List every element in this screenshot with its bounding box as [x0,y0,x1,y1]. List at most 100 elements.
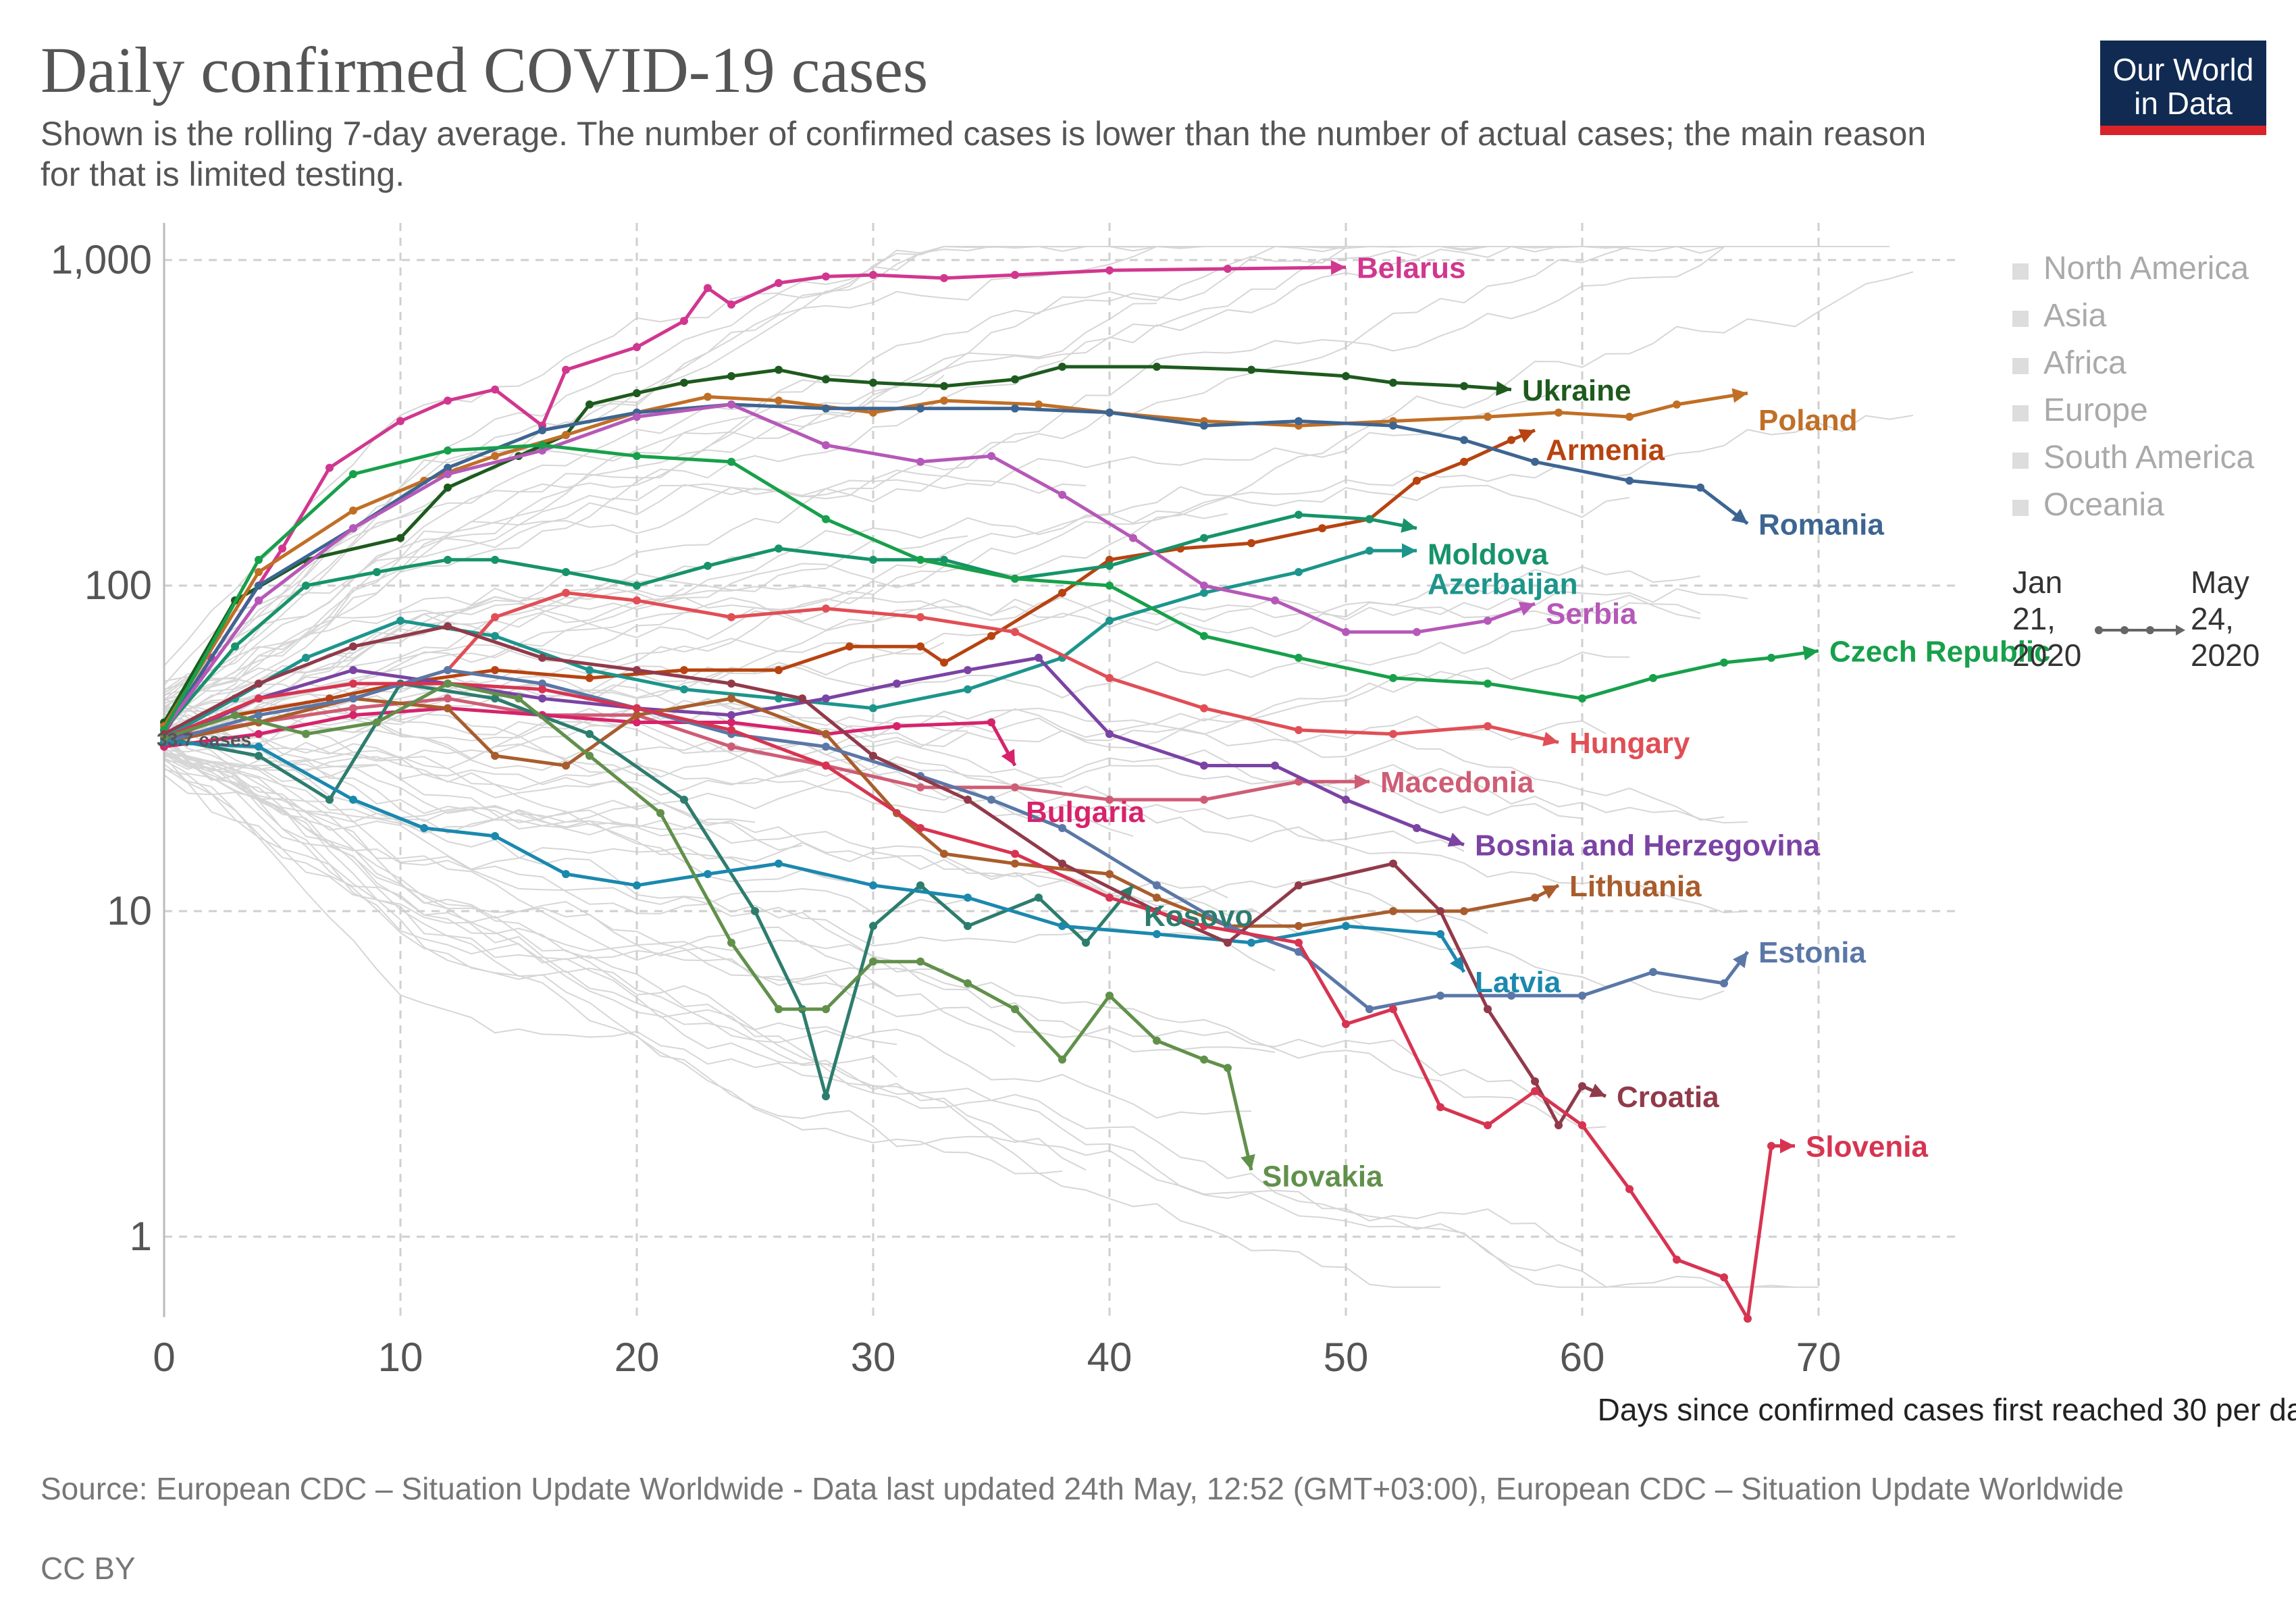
data-point[interactable] [680,378,688,387]
data-point[interactable] [845,642,854,651]
data-point[interactable] [255,742,263,751]
data-point[interactable] [1460,436,1468,444]
data-point[interactable] [1507,436,1515,444]
data-point[interactable] [775,1005,783,1014]
data-point[interactable] [1058,859,1066,868]
data-point[interactable] [775,859,783,868]
data-point[interactable] [893,722,901,731]
data-point[interactable] [444,622,452,631]
data-point[interactable] [491,555,499,564]
data-point[interactable] [255,711,263,719]
data-point[interactable] [1484,722,1492,731]
data-point[interactable] [1696,483,1704,492]
data-point[interactable] [491,385,499,394]
data-point[interactable] [562,761,570,770]
series-label-moldova[interactable]: Moldova [1428,538,1548,571]
series-romania[interactable] [160,400,1749,734]
series-label-slovenia[interactable]: Slovenia [1806,1131,1928,1164]
data-point[interactable] [916,823,924,832]
data-point[interactable] [1105,408,1114,417]
data-point[interactable] [727,300,735,309]
data-point[interactable] [1200,761,1208,770]
data-point[interactable] [349,704,357,713]
data-point[interactable] [255,596,263,605]
data-point[interactable] [444,446,452,455]
series-label-ukraine[interactable]: Ukraine [1522,374,1631,407]
data-point[interactable] [585,666,594,675]
data-point[interactable] [1153,881,1161,890]
data-point[interactable] [727,725,735,734]
data-point[interactable] [349,524,357,533]
data-point[interactable] [1200,795,1208,804]
data-point[interactable] [538,653,546,662]
data-point[interactable] [1105,673,1114,682]
data-point[interactable] [1555,408,1563,417]
data-point[interactable] [940,382,948,390]
data-point[interactable] [751,907,759,915]
data-point[interactable] [373,718,381,727]
data-point[interactable] [1271,596,1279,605]
data-point[interactable] [1389,859,1397,868]
data-point[interactable] [869,922,877,931]
data-point[interactable] [940,274,948,282]
data-point[interactable] [822,1005,830,1014]
data-point[interactable] [1484,1121,1492,1129]
data-point[interactable] [491,694,499,703]
data-point[interactable] [964,894,972,902]
data-point[interactable] [916,783,924,792]
data-point[interactable] [1342,922,1350,931]
data-point[interactable] [727,711,735,719]
data-point[interactable] [1389,1005,1397,1014]
data-point[interactable] [964,685,972,694]
data-point[interactable] [1129,534,1137,542]
data-point[interactable] [916,613,924,621]
data-point[interactable] [1105,795,1114,804]
data-point[interactable] [1389,378,1397,387]
data-point[interactable] [680,666,688,675]
data-point[interactable] [255,694,263,703]
data-point[interactable] [1011,850,1019,858]
data-point[interactable] [538,685,546,694]
data-point[interactable] [1011,1005,1019,1014]
data-point[interactable] [349,694,357,703]
data-point[interactable] [1365,515,1374,523]
timeline-arrow-icon[interactable] [2093,623,2185,637]
data-point[interactable] [1625,1185,1634,1193]
data-point[interactable] [1011,271,1019,280]
series-label-estonia[interactable]: Estonia [1758,936,1866,969]
data-point[interactable] [775,694,783,703]
data-point[interactable] [633,413,641,421]
data-point[interactable] [987,795,995,804]
data-point[interactable] [727,742,735,751]
data-point[interactable] [869,378,877,387]
data-point[interactable] [231,642,239,651]
data-point[interactable] [1011,859,1019,868]
data-point[interactable] [1531,1077,1539,1086]
data-point[interactable] [1035,400,1043,409]
data-point[interactable] [1058,588,1066,597]
data-point[interactable] [916,881,924,890]
data-point[interactable] [1200,534,1208,542]
data-point[interactable] [775,279,783,288]
data-point[interactable] [822,694,830,703]
data-point[interactable] [562,870,570,879]
data-point[interactable] [1271,761,1279,770]
series-ukraine[interactable] [160,363,1512,727]
timeline-control[interactable]: Jan 21, 2020 May 24, 2020 [2012,564,2269,686]
data-point[interactable] [1389,729,1397,738]
data-point[interactable] [1531,1087,1539,1096]
data-point[interactable] [822,404,830,413]
data-point[interactable] [1200,582,1208,590]
data-point[interactable] [1224,922,1232,931]
data-point[interactable] [255,568,263,577]
data-point[interactable] [727,613,735,621]
data-point[interactable] [916,404,924,413]
data-point[interactable] [1295,511,1303,519]
data-point[interactable] [869,408,877,417]
data-point[interactable] [444,679,452,688]
data-point[interactable] [255,752,263,761]
data-point[interactable] [1105,561,1114,570]
series-croatia[interactable] [160,622,1607,1129]
data-point[interactable] [633,596,641,605]
data-point[interactable] [1342,627,1350,636]
